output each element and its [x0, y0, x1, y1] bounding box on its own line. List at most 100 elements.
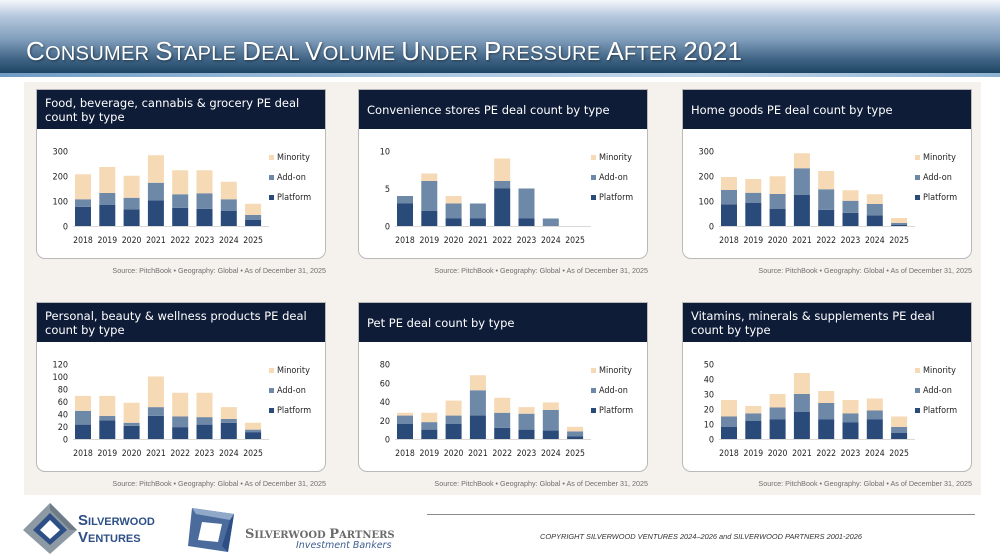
bar-segment-platform [866, 419, 883, 439]
x-tick-label: 2019 [97, 449, 117, 459]
bar-segment-addon [469, 203, 486, 219]
title-word-cap: V [305, 36, 323, 66]
x-tick-label: 2021 [468, 236, 488, 246]
x-tick-label: 2022 [816, 449, 836, 459]
bar-segment-platform [421, 429, 438, 439]
y-tick-label: 300 [53, 148, 68, 158]
x-tick-label: 2018 [719, 449, 739, 459]
bar-segment-addon [518, 188, 535, 219]
legend-swatch-minority [915, 155, 920, 160]
bar-segment-minority [172, 392, 189, 417]
legend-swatch-platform [591, 408, 596, 413]
silverwood-ventures-logo-icon [23, 503, 77, 554]
bar-segment-platform [245, 220, 262, 226]
title-word-cap: P [484, 36, 502, 66]
bar-segment-addon [494, 412, 511, 428]
bar-segment-minority [245, 203, 262, 215]
bar-segment-addon [220, 199, 237, 211]
bar-segment-platform [99, 205, 116, 226]
bar-segment-minority [147, 376, 164, 408]
chart-title: Vitamins, minerals & supplements PE deal… [683, 303, 971, 342]
bar-segment-platform [721, 204, 737, 226]
chart-card: Personal, beauty & wellness products PE … [36, 302, 326, 472]
bar-segment-addon [769, 407, 786, 420]
bar-segment-minority [445, 196, 462, 204]
bar-segment-addon [793, 394, 810, 412]
stacked-bar-chart: 0 5 10 2018 2019 2020 2021 2022 2023 2024 2025 Mino… [380, 148, 634, 247]
bar-segment-minority [245, 422, 262, 430]
bar-segment-addon [445, 203, 462, 219]
x-tick-label: 2025 [889, 449, 909, 459]
bar-segment-addon [818, 403, 835, 420]
legend-swatch-minority [591, 368, 596, 373]
bar-segment-addon [818, 189, 835, 210]
bar-segment-platform [421, 211, 438, 226]
title-word-rest: OLUME [322, 43, 402, 65]
bar-segment-addon [866, 410, 883, 420]
y-tick-label: 60 [380, 379, 390, 389]
bar-segment-addon [721, 190, 737, 205]
bar-segment-addon [196, 193, 213, 209]
x-tick-label: 2021 [792, 449, 812, 459]
x-tick-label: 2023 [841, 449, 861, 459]
x-tick-label: 2023 [841, 236, 861, 246]
bar-segment-addon [172, 194, 189, 208]
y-tick-label: 0 [709, 223, 714, 233]
bar-segment-minority [196, 170, 213, 194]
y-tick-label: 0 [385, 436, 390, 446]
bar-segment-platform [75, 424, 91, 439]
chart-title: Home goods PE deal count by type [683, 90, 971, 129]
y-tick-label: 0 [63, 223, 68, 233]
legend-swatch-platform [269, 408, 274, 413]
x-tick-label: 2023 [195, 236, 215, 246]
legend-label-platform: Platform [923, 193, 957, 203]
bar-segment-addon [542, 218, 559, 226]
bar-segment-platform [445, 424, 462, 439]
bar-segment-minority [421, 412, 438, 423]
x-tick-label: 2022 [816, 236, 836, 246]
bar-segment-addon [494, 181, 511, 189]
legend-swatch-addon [591, 175, 596, 180]
chart-title: Personal, beauty & wellness products PE … [37, 303, 325, 342]
bar-segment-platform [866, 215, 883, 226]
y-tick-label: 30 [704, 391, 714, 401]
x-tick-label: 2025 [243, 236, 263, 246]
bar-segment-addon [542, 409, 559, 431]
bar-segment-platform [123, 425, 140, 439]
title-word-rest: NDER [420, 43, 485, 65]
bar-segment-minority [745, 406, 762, 414]
y-tick-label: 100 [53, 198, 68, 208]
bar-segment-minority [494, 397, 511, 413]
x-tick-label: 2019 [743, 449, 763, 459]
title-word-cap: D [242, 36, 262, 66]
bar-segment-minority [123, 175, 140, 198]
legend-swatch-minority [915, 368, 920, 373]
title-word-rest: FTER [623, 43, 684, 65]
title-word-rest: RESSURE [501, 43, 607, 65]
x-tick-label: 2020 [444, 236, 464, 246]
legend-swatch-platform [269, 195, 274, 200]
bar-segment-addon [397, 196, 413, 204]
x-tick-label: 2022 [492, 236, 512, 246]
stacked-bar-chart: 0 20 40 60 80 2018 2019 2020 2021 2022 2023 2024 202… [380, 361, 634, 460]
footer-divider [427, 514, 975, 515]
bar-segment-minority [721, 177, 737, 190]
x-tick-label: 2023 [195, 449, 215, 459]
source-note: Source: PitchBook • Geography: Global • … [434, 266, 648, 275]
y-tick-label: 60 [58, 398, 68, 408]
y-tick-label: 200 [53, 173, 68, 183]
bar-segment-addon [245, 429, 262, 433]
source-note: Source: PitchBook • Geography: Global • … [112, 479, 326, 488]
x-tick-label: 2019 [743, 236, 763, 246]
y-tick-label: 100 [53, 373, 68, 383]
y-tick-label: 0 [709, 436, 714, 446]
silverwood-ventures-logo-text: SILVERWOOD VENTURES [78, 512, 155, 546]
bar-segment-minority [866, 194, 883, 204]
bar-segment-minority [842, 190, 859, 201]
bar-segment-addon [721, 416, 737, 427]
x-tick-label: 2021 [146, 449, 166, 459]
x-tick-label: 2018 [395, 236, 415, 246]
bar-segment-addon [769, 194, 786, 209]
stacked-bar-chart: 0 10 20 30 40 50 2018 2019 2020 2021 2022 2023 2024 2… [704, 361, 958, 460]
x-tick-label: 2019 [97, 236, 117, 246]
